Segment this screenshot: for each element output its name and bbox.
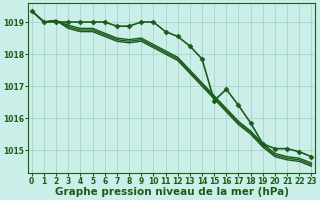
X-axis label: Graphe pression niveau de la mer (hPa): Graphe pression niveau de la mer (hPa): [55, 187, 289, 197]
